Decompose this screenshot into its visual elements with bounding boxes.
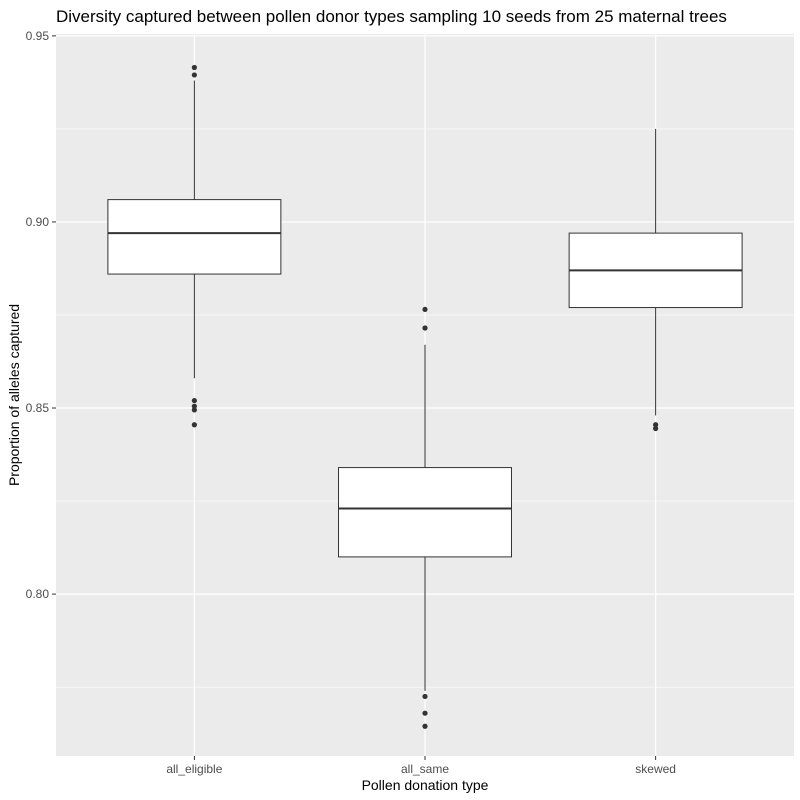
chart-title: Diversity captured between pollen donor … (56, 7, 727, 26)
boxplots (107, 64, 743, 729)
y-tick-label: 0.85 (26, 401, 50, 415)
outlier-point (191, 422, 197, 428)
box-body (107, 199, 282, 275)
box-skewed (568, 128, 743, 432)
outlier-point (422, 710, 428, 716)
outlier-point (422, 306, 428, 313)
outlier-point (191, 72, 197, 78)
outlier-point (191, 397, 197, 404)
outlier-point (191, 403, 197, 409)
y-tick-label: 0.90 (26, 215, 50, 229)
outlier-point (422, 325, 428, 331)
y-axis-title: Proportion of alleles captured (6, 304, 22, 486)
x-axis: all_eligible all_same skewed (166, 756, 676, 776)
x-tick-label: all_same (401, 762, 449, 776)
x-axis-title: Pollen donation type (362, 777, 489, 793)
outlier-point (422, 693, 428, 700)
box-all_eligible (107, 64, 282, 428)
y-axis: 0.80 0.85 0.90 0.95 (26, 29, 56, 601)
outlier-point (191, 64, 197, 71)
y-tick-label: 0.80 (26, 587, 50, 601)
outlier-point (653, 425, 659, 432)
outlier-point (191, 407, 197, 413)
x-tick-label: skewed (635, 762, 676, 776)
box-body (338, 467, 512, 558)
box-all_same (338, 306, 512, 729)
outlier-point (653, 422, 659, 428)
x-tick-label: all_eligible (166, 762, 222, 776)
outlier-point (422, 723, 428, 729)
y-tick-label: 0.95 (26, 29, 50, 43)
